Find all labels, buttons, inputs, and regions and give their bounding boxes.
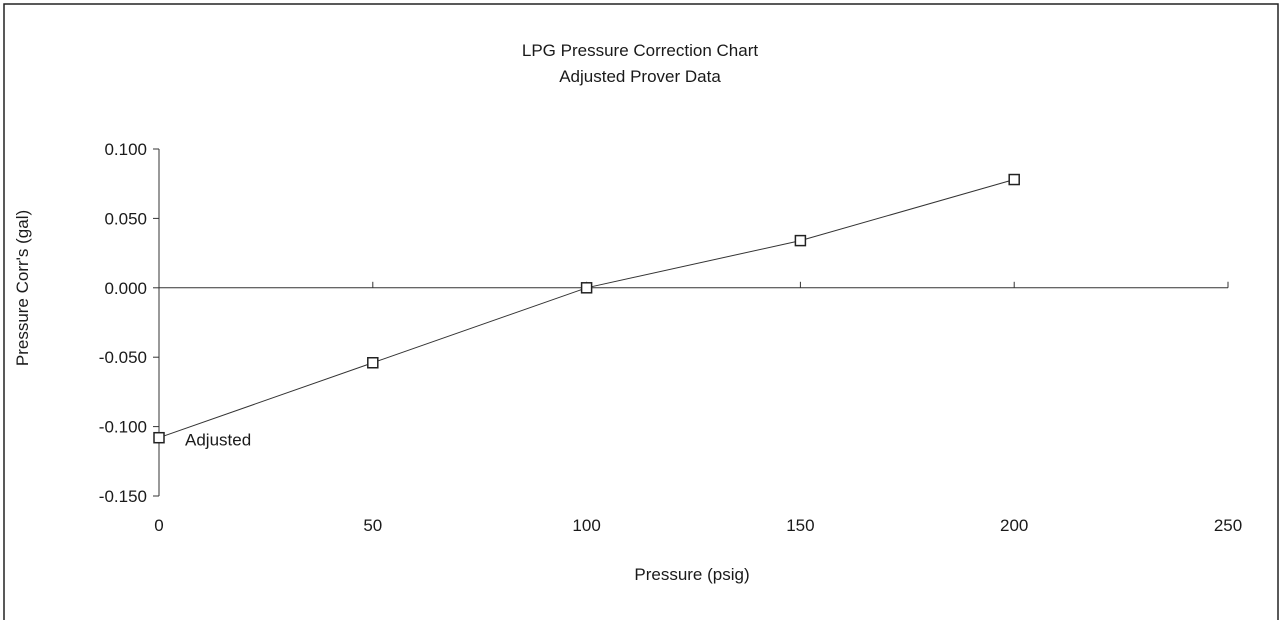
series-layer: Adjusted (153, 173, 1020, 450)
data-point-marker (1008, 173, 1020, 186)
chart-border (3, 3, 1279, 620)
x-tick-label: 100 (572, 516, 600, 535)
y-tick-label: -0.150 (99, 487, 147, 506)
x-tick-label: 200 (1000, 516, 1028, 535)
data-point-marker (580, 282, 593, 294)
series-annotation: Adjusted (185, 431, 251, 450)
x-axis-label: Pressure (psig) (634, 565, 749, 584)
chart-title: LPG Pressure Correction Chart (522, 41, 758, 60)
y-tick-label: -0.050 (99, 348, 147, 367)
x-tick-label: 50 (363, 516, 382, 535)
y-tick-label: -0.100 (99, 418, 147, 437)
chart-subtitle: Adjusted Prover Data (559, 67, 721, 86)
y-tick-label: 0.050 (104, 209, 147, 228)
x-tick-label: 250 (1214, 516, 1242, 535)
data-point-marker (367, 357, 379, 369)
x-tick-label: 150 (786, 516, 814, 535)
data-point-marker (153, 431, 165, 444)
tick-labels: 0.100 0.050 0.000 -0.050 -0.100 -0.150 0 50 100 1… (99, 140, 1242, 535)
y-axis-label: Pressure Corr's (gal) (13, 210, 32, 366)
data-point-marker (794, 234, 807, 247)
y-tick-label: 0.100 (104, 140, 147, 159)
x-tick-label: 0 (154, 516, 163, 535)
y-tick-label: 0.000 (104, 279, 147, 298)
